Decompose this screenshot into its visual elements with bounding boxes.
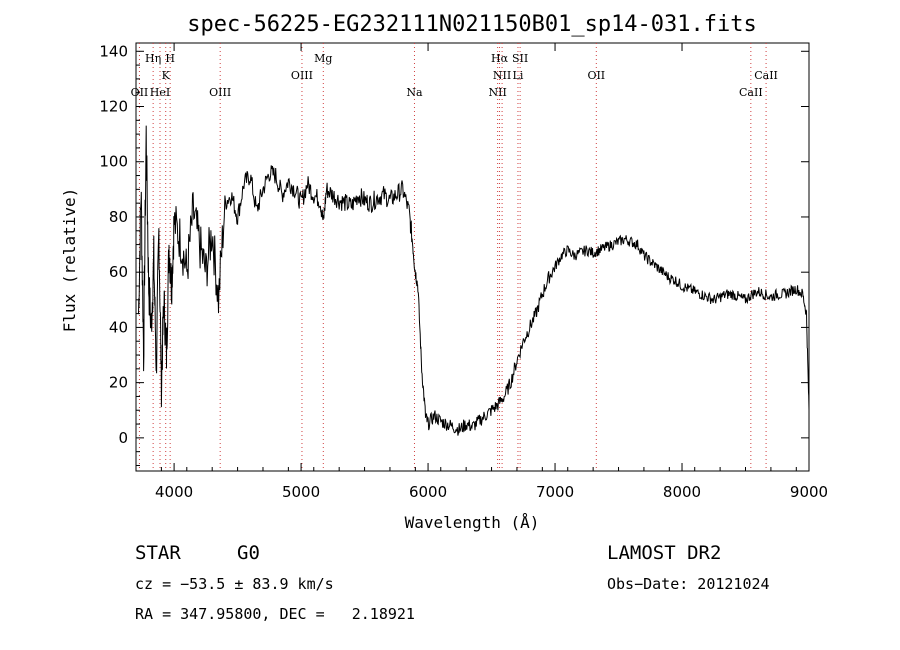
spectrum-line [138, 125, 810, 436]
x-tick-label: 6000 [409, 483, 447, 501]
emission-line-label: H [165, 52, 175, 65]
x-axis-label: Wavelength (Å) [405, 513, 540, 532]
emission-line-label: SII [512, 52, 528, 65]
emission-line-label: CaII [754, 69, 778, 82]
emission-line-label: NII [488, 86, 506, 99]
x-tick-label: 8000 [663, 483, 701, 501]
object-class: STAR [135, 542, 181, 564]
emission-line-label: Hη [145, 52, 161, 65]
y-tick-label: 20 [109, 374, 128, 392]
y-tick-label: 0 [118, 429, 128, 447]
emission-line-label: Li [513, 69, 524, 82]
emission-line-label: K [162, 69, 171, 82]
redshift-text: cz = −53.5 ± 83.9 km/s [135, 575, 334, 593]
x-axis-ticks: 4000 5000 6000 7000 8000 9000 [135, 43, 828, 501]
x-tick-label: 5000 [282, 483, 320, 501]
x-tick-label: 7000 [536, 483, 574, 501]
emission-line-label: NII [493, 69, 511, 82]
emission-line-label: OII [587, 69, 605, 82]
emission-line-label: CaII [739, 86, 763, 99]
y-tick-label: 100 [99, 153, 128, 171]
y-tick-label: 140 [99, 42, 128, 60]
plot-frame [135, 42, 810, 472]
emission-line-label: Mg [314, 52, 332, 65]
obs-date: Obs−Date: 20121024 [607, 575, 770, 593]
y-axis-label: Flux (relative) [60, 188, 79, 333]
x-tick-label: 9000 [790, 483, 828, 501]
y-axis-ticks: 0 20 40 60 80 100 120 140 [99, 42, 809, 466]
survey-name: LAMOST DR2 [607, 542, 722, 564]
y-tick-label: 40 [109, 318, 128, 336]
emission-line-label: Na [406, 86, 423, 99]
y-tick-label: 120 [99, 98, 128, 116]
coordinates: RA = 347.95800, DEC = 2.18921 [135, 605, 415, 623]
emission-line-label: HeI [150, 86, 170, 99]
emission-line-markers [138, 43, 767, 471]
y-tick-label: 60 [109, 263, 128, 281]
emission-line-label: OIII [209, 86, 231, 99]
x-tick-label: 4000 [155, 483, 193, 501]
object-subclass: G0 [237, 542, 260, 564]
y-tick-label: 80 [109, 208, 128, 226]
emission-line-label: Hα [491, 52, 509, 65]
chart-title: spec-56225-EG232111N021150B01_sp14-031.f… [187, 12, 757, 37]
emission-line-label: OIII [291, 69, 313, 82]
